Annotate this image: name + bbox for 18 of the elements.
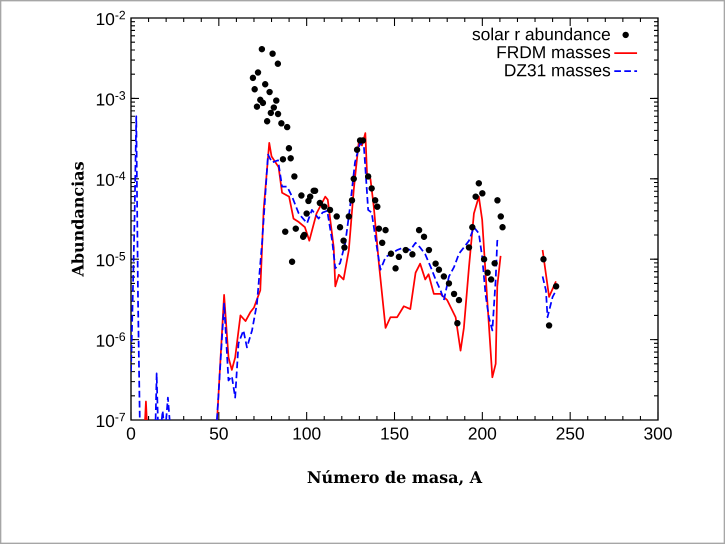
y-tick-label: 10$^{-3}$ bbox=[96, 91, 126, 106]
x-tick-label: 250 bbox=[556, 427, 584, 440]
legend-label: DZ31 masses bbox=[505, 64, 610, 76]
y-tick-label: 10$^{-2}$ bbox=[96, 10, 126, 26]
y-tick-label: 10$^{-7}$ bbox=[96, 412, 126, 428]
y-tick-label: 10$^{-6}$ bbox=[96, 332, 126, 347]
legend-label: solar r abundance bbox=[472, 28, 610, 40]
y-tick-label: 10$^{-5}$ bbox=[96, 252, 126, 266]
x-tick-label: 0 bbox=[126, 427, 136, 440]
y-axis-title: Abundancias bbox=[71, 162, 84, 277]
x-tick-label: 300 bbox=[644, 427, 672, 440]
x-tick-label: 100 bbox=[294, 427, 320, 440]
y-tick-label: 10$^{-4}$ bbox=[96, 172, 126, 186]
x-tick-label: 50 bbox=[210, 427, 228, 440]
legend-label: FRDM masses bbox=[498, 46, 610, 58]
x-tick-label: 200 bbox=[468, 427, 496, 440]
x-tick-label: 150 bbox=[381, 427, 408, 440]
x-axis-title: Número de masa, A bbox=[308, 470, 482, 486]
